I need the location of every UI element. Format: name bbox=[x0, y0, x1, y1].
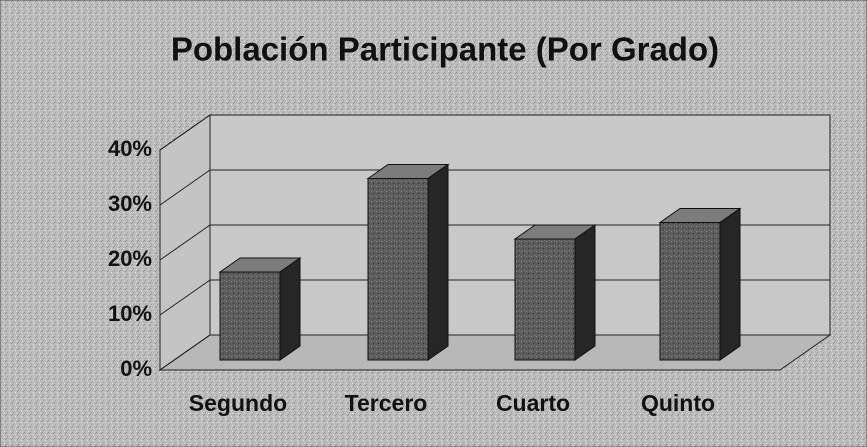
bar-side bbox=[279, 257, 301, 361]
chart-title: Población Participante (Por Grado) bbox=[171, 31, 719, 68]
grid-line bbox=[159, 334, 211, 371]
grid-line bbox=[159, 169, 211, 206]
grid-line bbox=[159, 114, 211, 151]
x-tick-label: Tercero bbox=[345, 390, 428, 416]
x-tick-label: Cuarto bbox=[496, 390, 570, 416]
y-tick-label: 0% bbox=[120, 356, 152, 381]
bar-side bbox=[427, 163, 449, 361]
y-tick-label: 30% bbox=[108, 191, 152, 216]
y-tick-label: 40% bbox=[108, 136, 152, 161]
grid-line bbox=[159, 279, 211, 316]
y-tick-label: 20% bbox=[108, 246, 152, 271]
bar bbox=[219, 271, 281, 361]
grid-line bbox=[159, 224, 211, 261]
bar bbox=[514, 238, 576, 361]
bar bbox=[367, 178, 429, 361]
x-tick-label: Segundo bbox=[189, 390, 287, 416]
bar bbox=[659, 222, 721, 361]
bar-side bbox=[719, 207, 741, 361]
x-tick-label: Quinto bbox=[641, 390, 715, 416]
bar-side bbox=[574, 224, 596, 361]
y-tick-label: 10% bbox=[108, 301, 152, 326]
